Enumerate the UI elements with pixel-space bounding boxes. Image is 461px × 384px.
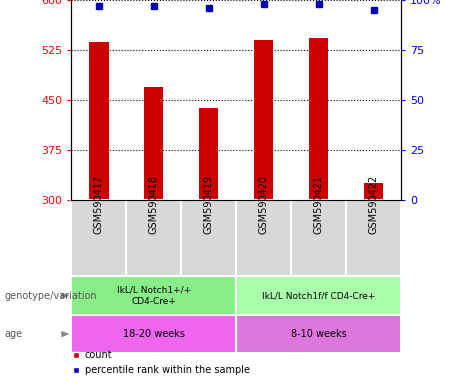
- Text: age: age: [5, 329, 23, 339]
- Bar: [89, 42, 108, 200]
- Bar: [71, 200, 126, 276]
- Text: GSM590417: GSM590417: [94, 175, 104, 234]
- Text: 18-20 weeks: 18-20 weeks: [123, 329, 185, 339]
- Text: genotype/variation: genotype/variation: [5, 291, 97, 301]
- Bar: [71, 315, 236, 353]
- Bar: [254, 40, 273, 200]
- Polygon shape: [61, 293, 70, 299]
- Bar: [309, 38, 328, 200]
- Text: 8-10 weeks: 8-10 weeks: [291, 329, 347, 339]
- Legend: count, percentile rank within the sample: count, percentile rank within the sample: [67, 346, 254, 379]
- Bar: [236, 200, 291, 276]
- Bar: [236, 276, 401, 315]
- Bar: [346, 200, 401, 276]
- Bar: [71, 276, 236, 315]
- Text: GSM590422: GSM590422: [369, 175, 378, 234]
- Text: GSM590421: GSM590421: [313, 175, 324, 234]
- Bar: [291, 200, 346, 276]
- Bar: [144, 86, 164, 200]
- Bar: [236, 315, 401, 353]
- Bar: [199, 108, 219, 200]
- Text: IkL/L Notch1f/f CD4-Cre+: IkL/L Notch1f/f CD4-Cre+: [262, 291, 375, 300]
- Text: GSM590419: GSM590419: [204, 175, 214, 234]
- Bar: [126, 200, 181, 276]
- Text: GSM590418: GSM590418: [149, 175, 159, 234]
- Text: IkL/L Notch1+/+
CD4-Cre+: IkL/L Notch1+/+ CD4-Cre+: [117, 286, 191, 306]
- Text: GSM590420: GSM590420: [259, 175, 269, 234]
- Bar: [181, 200, 236, 276]
- Polygon shape: [61, 331, 70, 337]
- Bar: [364, 183, 383, 200]
